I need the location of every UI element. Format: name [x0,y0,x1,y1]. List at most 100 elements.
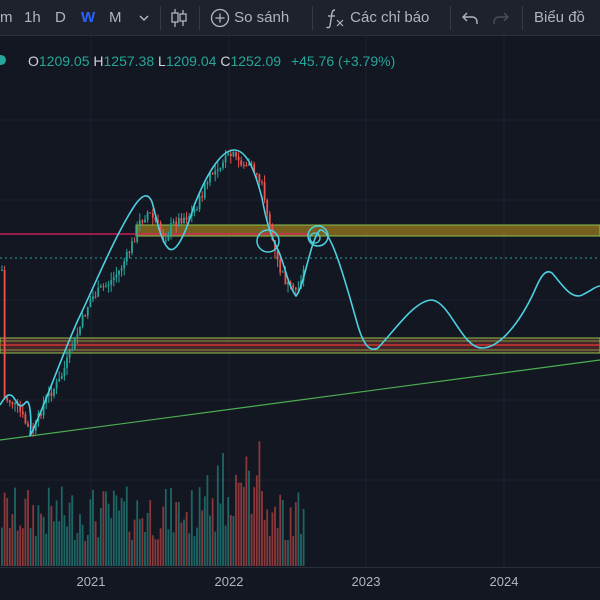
volume-bar [279,494,282,566]
candle-body [144,219,146,223]
volume-bar [196,527,198,566]
volume-bar [203,496,206,566]
function-icon [326,9,344,29]
interval-dropdown[interactable] [138,0,150,36]
candle-body [196,209,198,211]
compare-button[interactable]: So sánh [210,0,289,36]
volume-bar [302,508,305,566]
candle-body [214,170,217,175]
volume-bar [16,530,19,566]
candle-body [258,174,261,183]
volume-bar [271,512,274,566]
time-axis-label: 2021 [76,574,106,589]
projection-curve[interactable] [0,149,600,437]
candle-body [235,152,237,157]
volume-bar [211,498,214,566]
volume-bar [240,482,243,566]
candle-body [185,217,188,220]
volume-bar [63,515,66,566]
candle-body [219,167,222,170]
volume-bar [177,502,180,566]
volume-bar [50,505,53,566]
volume-bar [123,501,126,566]
candle-body [11,402,14,405]
candle-body [232,152,235,157]
volume-bar [190,490,193,566]
candle-body [162,232,165,241]
volume-bar [258,441,261,566]
interval-month-button[interactable]: M [109,9,122,26]
candle-body [53,388,55,396]
volume-bar [185,512,188,566]
candle-body [240,160,243,165]
candle-body [21,411,24,415]
volume-bar [112,490,115,566]
candle-body [71,349,74,351]
indicators-button[interactable]: Các chỉ báo [324,0,429,36]
highlight-circle[interactable] [256,229,280,253]
candle-body [177,218,180,227]
candle-body [281,271,284,273]
candle-body [118,270,120,275]
toolbar-divider [160,6,161,30]
volume-bar [6,498,9,566]
volume-bar [242,486,245,566]
volume-bar [94,521,97,566]
low-value: 1209.04 [165,53,217,69]
volume-bar [131,539,133,566]
volume-bar [180,522,183,566]
volume-bar [144,532,146,566]
interval-minutes-button[interactable]: m [0,9,13,26]
interval-1h-button[interactable]: 1h [24,9,41,26]
volume-bar [89,499,92,566]
compare-label: So sánh [234,9,290,26]
volume-bar [162,506,165,566]
candle-body [287,282,289,285]
candle-body [294,287,297,290]
volume-bar [206,475,209,566]
candle-body [3,269,6,398]
candle-body [279,259,282,273]
time-axis[interactable]: 2021 2022 2023 2024 [0,567,600,600]
candle-body [203,184,206,198]
chart-type-button[interactable]: Biểu đồ [534,9,585,26]
volume-bar [164,488,167,566]
volume-bar [214,531,217,566]
candle-body [66,357,68,368]
candle-body [224,155,227,163]
resistance-zone[interactable] [135,224,600,237]
volume-bar [133,519,136,566]
candle-body [248,163,250,166]
volume-bar [268,535,271,566]
candle-body [149,212,152,214]
volume-bar [248,470,250,566]
redo-button[interactable] [492,0,510,36]
price-chart[interactable] [0,36,600,567]
volume-bar [157,539,159,566]
volume-bar [141,518,144,566]
candle-body [193,209,196,213]
volume-bar [245,456,248,566]
candle-body [180,218,183,224]
support-zone[interactable] [0,337,600,354]
volume-bar [84,540,87,566]
volume-bar [237,482,240,566]
chart-style-button[interactable] [170,0,188,36]
highlight-circle[interactable] [309,232,321,244]
interval-day-button[interactable]: D [55,9,66,26]
trendline[interactable] [0,359,600,441]
volume-bar [224,525,227,566]
candle-body [229,153,232,157]
volume-bar [105,491,107,566]
highlight-circle[interactable] [307,225,329,247]
open-label: O [28,53,39,69]
volume-bar [118,510,120,566]
candle-body [206,182,209,185]
volume-bar [232,516,235,566]
interval-week-button[interactable]: W [81,9,96,26]
candle-body [125,251,128,262]
candle-body [136,226,139,242]
candlesticks [1,149,305,437]
candle-body [175,221,178,227]
undo-button[interactable] [461,0,479,36]
